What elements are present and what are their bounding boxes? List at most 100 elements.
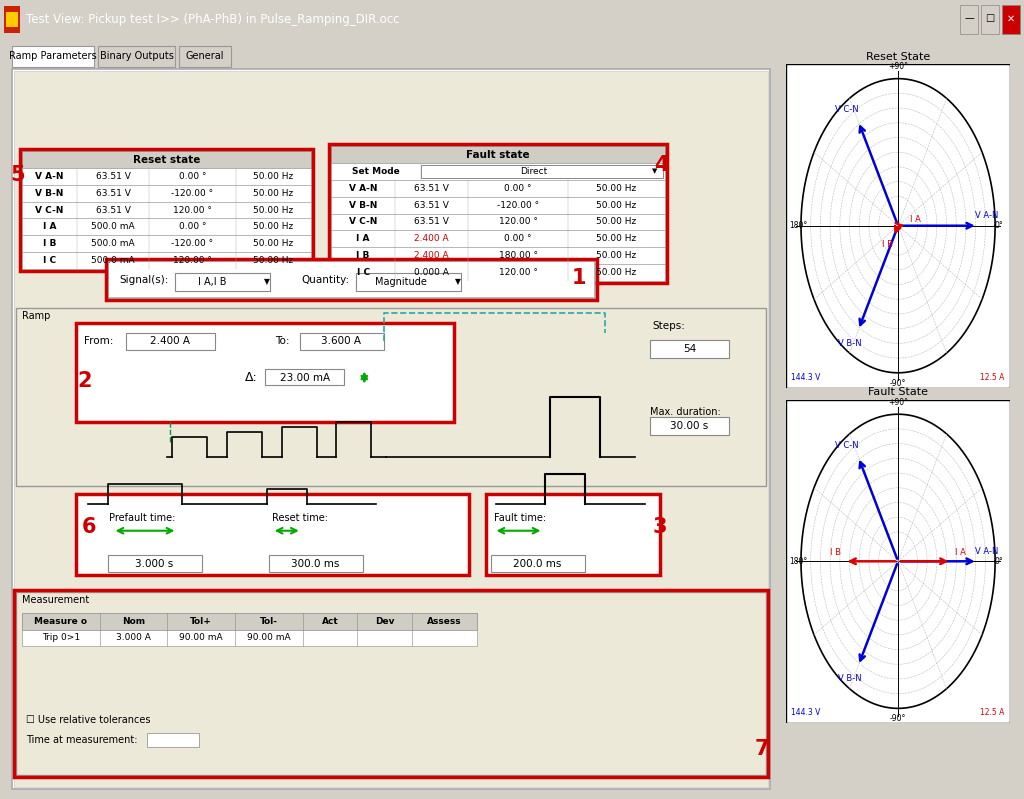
Text: Reset state: Reset state [133, 155, 200, 165]
Text: □: □ [985, 14, 994, 23]
Text: I B: I B [883, 240, 893, 249]
Text: 3.000 A: 3.000 A [116, 634, 151, 642]
Text: 63.51 V: 63.51 V [414, 184, 449, 193]
Text: ▼: ▼ [652, 169, 657, 174]
Text: Trip 0>1: Trip 0>1 [42, 634, 80, 642]
Text: 50.00 Hz: 50.00 Hz [596, 251, 637, 260]
Text: I B: I B [356, 251, 370, 260]
Text: 180°: 180° [790, 221, 808, 230]
Text: ▼: ▼ [264, 277, 269, 286]
Text: Test View: Pickup test I>> (PhA-PhB) in Pulse_Ramping_DIR.occ: Test View: Pickup test I>> (PhA-PhB) in … [26, 13, 399, 26]
Bar [8, 42, 774, 70]
Text: From:: From: [84, 336, 114, 346]
Text: I A: I A [954, 548, 966, 557]
Text: Prefault time:: Prefault time: [110, 513, 176, 523]
Text: V B-N: V B-N [838, 339, 861, 348]
Text: Quantity:: Quantity: [302, 275, 350, 284]
Text: Fault time:: Fault time: [495, 513, 547, 523]
Bar [650, 417, 729, 435]
Bar [330, 145, 667, 283]
Bar [23, 613, 477, 630]
Text: 3.600 A: 3.600 A [322, 336, 361, 346]
Text: 144.3 V: 144.3 V [792, 708, 820, 718]
Text: 120.00 °: 120.00 ° [173, 256, 212, 265]
Title: Reset State: Reset State [866, 52, 930, 62]
Bar [16, 592, 766, 775]
Text: 180°: 180° [790, 557, 808, 566]
Text: +90°: +90° [888, 62, 908, 71]
Text: Direct: Direct [520, 167, 548, 176]
Text: 12.5 A: 12.5 A [980, 372, 1005, 382]
Text: 2: 2 [78, 372, 92, 392]
Bar [23, 252, 310, 268]
Bar [76, 324, 454, 422]
Bar [23, 630, 477, 646]
Title: Fault State: Fault State [868, 388, 928, 397]
Text: 6: 6 [82, 517, 96, 537]
Bar [23, 151, 310, 168]
Text: 90.00 mA: 90.00 mA [247, 634, 291, 642]
Bar [108, 555, 202, 572]
Text: -120.00 °: -120.00 ° [497, 201, 540, 209]
Text: 0.00 °: 0.00 ° [178, 222, 206, 232]
Bar [12, 46, 94, 67]
Text: 120.00 °: 120.00 ° [499, 217, 538, 226]
Text: Assess: Assess [427, 617, 462, 626]
Text: Tol-: Tol- [260, 617, 278, 626]
Bar [269, 555, 364, 572]
Bar [300, 333, 384, 350]
Text: Time at measurement:: Time at measurement: [26, 735, 137, 745]
Text: I C: I C [43, 256, 56, 265]
Bar [1002, 5, 1020, 34]
Text: 23.00 mA: 23.00 mA [280, 372, 330, 383]
Text: V B-N: V B-N [349, 201, 377, 209]
Text: V C-N: V C-N [835, 440, 858, 450]
Text: Steps:: Steps: [652, 321, 686, 331]
Bar [175, 272, 269, 291]
Text: 63.51 V: 63.51 V [414, 201, 449, 209]
Text: ▼: ▼ [455, 277, 461, 286]
Text: Act: Act [322, 617, 338, 626]
Bar [105, 259, 597, 300]
Text: 0.000 A: 0.000 A [414, 268, 449, 276]
Text: I C: I C [356, 268, 370, 276]
Text: V A-N: V A-N [975, 211, 998, 220]
Bar [23, 168, 310, 185]
Text: I A: I A [910, 216, 921, 225]
Bar [332, 213, 665, 230]
Text: 50.00 Hz: 50.00 Hz [253, 189, 293, 197]
Text: 54: 54 [683, 344, 696, 354]
Text: 50.00 Hz: 50.00 Hz [253, 172, 293, 181]
Text: 30.00 s: 30.00 s [671, 421, 709, 431]
Text: ✕: ✕ [1007, 14, 1015, 23]
Text: I A: I A [356, 234, 370, 243]
Bar [332, 163, 665, 180]
Text: 50.00 Hz: 50.00 Hz [253, 239, 293, 248]
Text: 0.00 °: 0.00 ° [505, 234, 531, 243]
Text: 200.0 ms: 200.0 ms [513, 559, 561, 570]
Text: 50.00 Hz: 50.00 Hz [596, 201, 637, 209]
Text: 180.00 °: 180.00 ° [499, 251, 538, 260]
Text: -90°: -90° [890, 714, 906, 723]
Text: V C-N: V C-N [36, 205, 63, 215]
Text: V C-N: V C-N [349, 217, 377, 226]
Text: Ramp Parameters: Ramp Parameters [9, 51, 96, 62]
Bar [332, 264, 665, 280]
Text: V B-N: V B-N [838, 674, 861, 683]
Text: -120.00 °: -120.00 ° [171, 189, 213, 197]
Text: 50.00 Hz: 50.00 Hz [596, 217, 637, 226]
Text: 300.0 ms: 300.0 ms [292, 559, 340, 570]
Bar [981, 5, 999, 34]
Text: I A,I B: I A,I B [198, 276, 226, 287]
Bar [332, 180, 665, 197]
Bar [20, 149, 312, 271]
Text: 63.51 V: 63.51 V [95, 205, 130, 215]
Text: Reset time:: Reset time: [271, 513, 328, 523]
Text: 500.0 mA: 500.0 mA [91, 256, 135, 265]
Text: -90°: -90° [890, 379, 906, 388]
Text: 0.00 °: 0.00 ° [178, 172, 206, 181]
Text: 50.00 Hz: 50.00 Hz [253, 222, 293, 232]
Text: 3: 3 [652, 517, 668, 537]
Text: 12.5 A: 12.5 A [980, 708, 1005, 718]
Bar [76, 494, 469, 575]
